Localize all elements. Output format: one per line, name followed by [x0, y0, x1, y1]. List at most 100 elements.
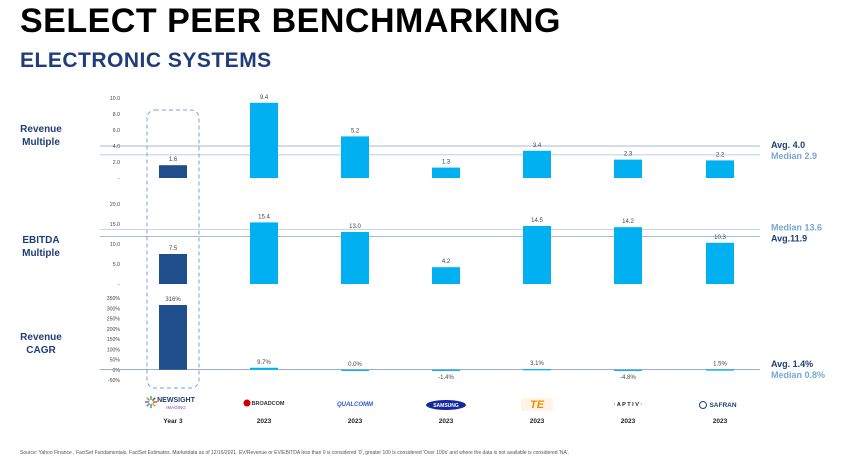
period-label: 2023	[530, 418, 545, 425]
bar-te	[523, 226, 551, 284]
period-label: 2023	[713, 418, 728, 425]
period-label: 2023	[257, 418, 272, 425]
bar-newsight-imaging	[159, 304, 187, 370]
data-label: 0.0%	[348, 362, 362, 368]
data-label: 1.6	[169, 157, 178, 163]
logo-te-bg	[521, 398, 553, 411]
y-tick-label: 200%	[107, 327, 121, 333]
highlight-box	[146, 109, 200, 389]
median-label: Median 0.8%	[771, 370, 825, 380]
logo-safran: SAFRAN	[709, 402, 736, 409]
data-label: 2.2	[716, 152, 725, 158]
axis-label: Multiple	[22, 248, 60, 259]
data-label: 1.5%	[713, 361, 727, 367]
data-label: 15.4	[258, 214, 270, 220]
y-tick-label: 20.0	[110, 202, 120, 208]
y-tick-label: 2.0	[113, 160, 120, 166]
logo-newsight-imaging-sub: IMAGING	[166, 405, 186, 410]
logo-aptiv: · A P T I V ·	[614, 402, 643, 408]
period-label: 2023	[348, 418, 363, 425]
y-tick-label: 300%	[107, 306, 121, 312]
data-label: -1.4%	[438, 375, 454, 381]
bar-broadcom	[250, 222, 278, 284]
period-label: Year 3	[163, 418, 183, 425]
data-label: 1.3	[442, 160, 451, 166]
data-label: 13.0	[349, 224, 361, 230]
median-label: Median 2.9	[771, 151, 817, 161]
data-label: 10.3	[714, 235, 726, 241]
period-label: 2023	[439, 418, 454, 425]
logo-te: TE	[530, 399, 545, 411]
axis-label: Multiple	[22, 137, 60, 148]
bar-safran	[706, 242, 734, 284]
y-tick-label: 10.0	[110, 242, 120, 248]
data-label: 2.3	[624, 152, 633, 158]
bar-newsight-imaging	[159, 165, 187, 178]
data-label: 9.7%	[257, 360, 271, 366]
data-label: 3.4	[533, 143, 542, 149]
data-label: 316%	[165, 297, 181, 303]
logo-qualcomm: QUALCOMM	[337, 402, 374, 408]
y-tick-label: 4.0	[113, 144, 120, 150]
y-tick-label: 5.0	[113, 262, 120, 268]
axis-label: Revenue	[20, 332, 62, 343]
y-tick-label: 6.0	[113, 128, 120, 134]
axis-label: Revenue	[20, 124, 62, 135]
y-tick-label: 250%	[107, 317, 121, 323]
data-label: 3.1%	[530, 361, 544, 367]
bar-te	[523, 369, 551, 371]
data-label: 14.5	[531, 218, 543, 224]
axis-label: CAGR	[26, 345, 56, 356]
bar-aptiv	[614, 369, 642, 371]
bar-safran	[706, 160, 734, 178]
page-title: SELECT PEER BENCHMARKING	[20, 2, 561, 40]
data-label: -4.8%	[620, 375, 636, 381]
bar-broadcom	[250, 367, 278, 370]
logo-starburst	[146, 397, 151, 402]
logo-broadcom-mark	[243, 399, 251, 407]
bar-samsung	[432, 369, 460, 371]
data-label: 14.2	[622, 219, 634, 225]
y-tick-label: 150%	[107, 337, 121, 343]
logo-starburst	[146, 402, 151, 407]
logo-samsung-oval	[426, 400, 466, 410]
y-tick-label: -	[118, 282, 120, 288]
logo-samsung: SAMSUNG	[433, 403, 459, 409]
y-tick-label: 350%	[107, 296, 121, 302]
data-label: 7.5	[169, 246, 178, 252]
page-subtitle: ELECTRONIC SYSTEMS	[20, 49, 272, 72]
logo-safran-mark	[699, 401, 707, 409]
bar-samsung	[432, 267, 460, 284]
data-label: 4.2	[442, 259, 451, 265]
median-label: Median 13.6	[771, 223, 822, 233]
avg-label: Avg. 1.4%	[771, 359, 813, 369]
period-label: 2023	[621, 418, 636, 425]
logo-starburst	[151, 397, 156, 402]
bar-broadcom	[250, 102, 278, 178]
bar-aptiv	[614, 159, 642, 178]
data-label: 9.4	[260, 95, 269, 101]
logo-newsight-imaging: NEWSIGHT	[157, 397, 195, 404]
bar-aptiv	[614, 227, 642, 284]
logo-starburst	[151, 402, 156, 407]
bar-qualcomm	[341, 369, 369, 371]
avg-label: Avg.11.9	[771, 234, 807, 244]
y-tick-label: 10.0	[110, 96, 120, 102]
bar-newsight-imaging	[159, 254, 187, 284]
y-tick-label: 8.0	[113, 112, 120, 118]
bar-samsung	[432, 167, 460, 178]
y-tick-label: 15.0	[110, 222, 120, 228]
data-label: 5.2	[351, 128, 360, 134]
bar-qualcomm	[341, 232, 369, 284]
y-tick-label: -50%	[108, 378, 120, 384]
logo-broadcom: BROADCOM	[252, 401, 285, 407]
bar-safran	[706, 369, 734, 371]
y-tick-label: 0%	[113, 368, 121, 374]
axis-label: EBITDA	[22, 235, 59, 246]
bar-qualcomm	[341, 136, 369, 178]
bar-te	[523, 150, 551, 178]
y-tick-label: 100%	[107, 347, 121, 353]
avg-label: Avg. 4.0	[771, 140, 805, 150]
y-tick-label: 50%	[110, 358, 121, 364]
